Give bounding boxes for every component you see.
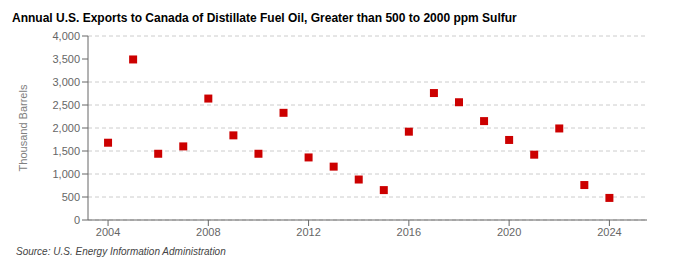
svg-text:1,000: 1,000 [52,168,80,180]
svg-text:500: 500 [62,191,80,203]
html-text:Source: U.S. Energy Informatio: Source: U.S. Energy Information Administ… [16,246,226,257]
svg-text:0: 0 [74,214,80,226]
svg-text:Thousand Barrels: Thousand Barrels [17,84,29,171]
svg-text:2024: 2024 [597,226,621,238]
svg-text:2008: 2008 [196,226,220,238]
svg-text:4,000: 4,000 [52,30,80,42]
html-text:Annual U.S. Exports to Canada: Annual U.S. Exports to Canada of Distill… [12,11,517,25]
svg-text:2016: 2016 [397,226,421,238]
svg-text:3,500: 3,500 [52,53,80,65]
svg-text:1,500: 1,500 [52,145,80,157]
svg-text:2004: 2004 [96,226,120,238]
svg-text:2,500: 2,500 [52,99,80,111]
svg-text:2012: 2012 [296,226,320,238]
svg-text:3,000: 3,000 [52,76,80,88]
svg-text:2020: 2020 [497,226,521,238]
svg-text:2,000: 2,000 [52,122,80,134]
